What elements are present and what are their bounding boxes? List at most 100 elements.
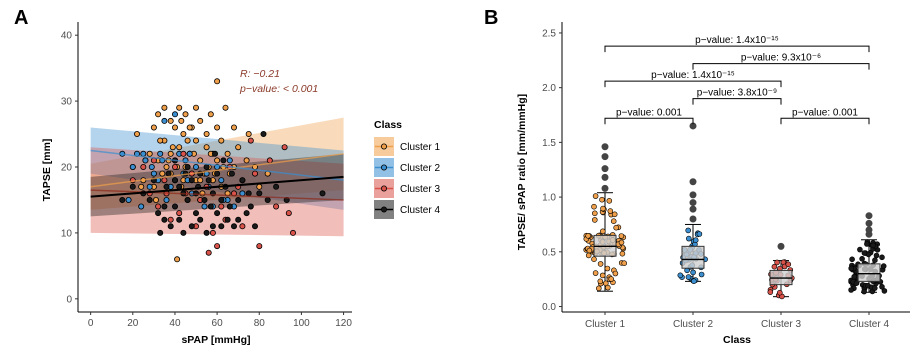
data-point [591, 256, 597, 263]
y-tick-label: 2.0 [542, 83, 556, 94]
x-tick-label: Cluster 1 [585, 319, 625, 330]
data-point [214, 124, 221, 131]
panel-b: B 0.0 0.5 1.0 1.5 2.0 2.5 Cluster 1 Cluster 2 Cl… [484, 7, 910, 346]
data-point [870, 242, 876, 249]
data-point [319, 190, 326, 197]
comparison: p−value: 9.3x10⁻⁶ [692, 53, 870, 70]
data-point [595, 285, 602, 292]
data-point [146, 150, 153, 157]
data-point [599, 196, 605, 203]
data-point [872, 257, 878, 264]
data-point [157, 137, 164, 144]
data-point [161, 203, 168, 210]
outlier [601, 153, 609, 161]
outlier [689, 191, 697, 199]
data-point [184, 196, 191, 203]
data-point [776, 289, 783, 296]
data-point [848, 265, 855, 272]
fit-line [90, 175, 344, 198]
data-point [218, 223, 225, 230]
data-point [148, 163, 155, 170]
data-point [591, 203, 597, 210]
data-point [618, 239, 625, 246]
data-point [606, 198, 613, 204]
data-point [239, 177, 246, 184]
outlier [689, 178, 697, 186]
data-point [157, 229, 164, 236]
data-point [585, 233, 591, 239]
data-point [171, 124, 178, 131]
data-point [146, 183, 153, 190]
data-point [771, 263, 778, 270]
data-point [176, 144, 183, 151]
data-point [214, 243, 221, 250]
x-tick-label: 80 [254, 318, 266, 329]
data-point [161, 104, 168, 111]
data-point [203, 130, 210, 137]
data-point [226, 157, 233, 164]
data-point [611, 211, 618, 218]
outlier [777, 242, 785, 250]
p-value-label: p−value: 1.4x10⁻¹⁵ [695, 35, 779, 46]
data-point [222, 104, 229, 111]
data-point [247, 203, 254, 210]
data-point [142, 157, 149, 164]
data-point [264, 196, 271, 203]
data-point [209, 229, 216, 236]
y-tick-label: 40 [61, 31, 73, 42]
data-point [871, 285, 878, 291]
y-tick-label: 30 [61, 97, 73, 108]
data-point [774, 259, 780, 266]
data-point [218, 203, 225, 210]
data-point [230, 223, 237, 230]
data-point [591, 217, 598, 223]
box [857, 263, 881, 282]
data-point [230, 124, 237, 131]
outlier [601, 184, 609, 192]
bracket [604, 117, 694, 125]
data-point [203, 229, 210, 236]
data-point [184, 137, 191, 144]
data-point [176, 210, 183, 217]
data-point [235, 144, 242, 151]
x-tick-label: Cluster 2 [673, 319, 713, 330]
data-point [201, 196, 208, 203]
y-tick-label: 0 [66, 294, 72, 305]
data-point [186, 124, 193, 131]
data-point [176, 104, 183, 111]
data-point [159, 170, 166, 177]
data-point [585, 252, 592, 259]
data-point [150, 124, 157, 131]
data-point [260, 130, 267, 137]
data-point [138, 183, 145, 190]
data-point [180, 130, 187, 137]
legend-label: Cluster 2 [400, 163, 440, 174]
data-point [618, 233, 625, 239]
data-point [207, 203, 214, 210]
data-point [591, 210, 598, 217]
data-point [169, 144, 176, 151]
data-point [685, 227, 692, 234]
data-point [133, 130, 140, 137]
y-tick-label: 10 [61, 228, 73, 239]
data-point [685, 274, 692, 280]
data-point [251, 170, 258, 177]
data-point [152, 196, 159, 203]
y-tick-label: 0.5 [542, 247, 556, 258]
data-point [243, 157, 250, 164]
comparison: p−value: 3.8x10⁻⁹ [692, 88, 782, 105]
data-point [881, 288, 888, 294]
data-point [853, 280, 860, 287]
box-cluster-4 [848, 212, 888, 295]
data-point [171, 203, 178, 210]
data-point [171, 163, 178, 170]
data-point [157, 150, 164, 157]
data-point [880, 263, 887, 269]
data-point [251, 223, 258, 230]
data-point [180, 229, 187, 236]
legend-dot [380, 185, 387, 192]
data-point [851, 273, 858, 280]
data-point [235, 216, 242, 223]
data-point [692, 237, 699, 243]
y-tick-label: 2.5 [542, 28, 556, 39]
